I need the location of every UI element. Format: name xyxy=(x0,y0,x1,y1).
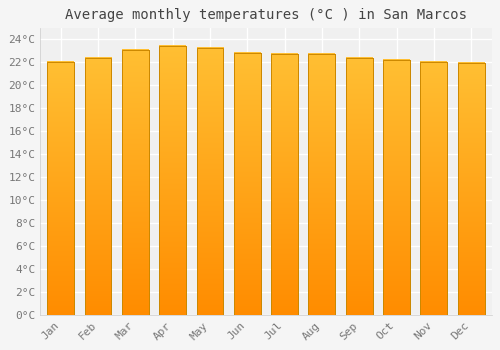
Bar xyxy=(420,62,448,315)
Bar xyxy=(458,63,484,315)
Bar xyxy=(159,46,186,315)
Bar xyxy=(458,63,484,315)
Bar xyxy=(84,58,112,315)
Bar xyxy=(234,53,260,315)
Bar xyxy=(84,58,112,315)
Bar xyxy=(271,54,298,315)
Bar xyxy=(346,58,372,315)
Bar xyxy=(234,53,260,315)
Bar xyxy=(196,48,224,315)
Title: Average monthly temperatures (°C ) in San Marcos: Average monthly temperatures (°C ) in Sa… xyxy=(65,8,467,22)
Bar xyxy=(420,62,448,315)
Bar xyxy=(159,46,186,315)
Bar xyxy=(196,48,224,315)
Bar xyxy=(308,54,336,315)
Bar xyxy=(122,50,149,315)
Bar xyxy=(346,58,372,315)
Bar xyxy=(48,62,74,315)
Bar xyxy=(308,54,336,315)
Bar xyxy=(271,54,298,315)
Bar xyxy=(122,50,149,315)
Bar xyxy=(48,62,74,315)
Bar xyxy=(383,60,410,315)
Bar xyxy=(383,60,410,315)
